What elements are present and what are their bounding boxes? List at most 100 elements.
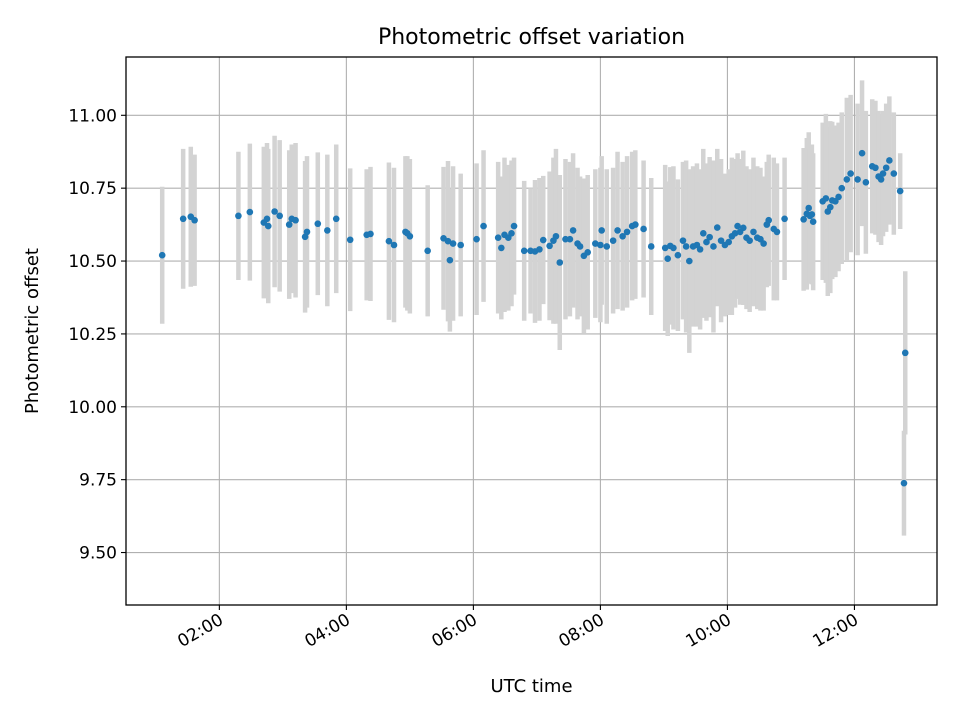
data-point <box>682 243 690 250</box>
data-point <box>508 230 515 237</box>
data-point <box>614 227 621 234</box>
data-point <box>862 179 870 186</box>
data-point <box>822 195 830 202</box>
data-point <box>872 164 879 172</box>
data-point <box>661 244 669 252</box>
data-point <box>900 479 908 487</box>
data-point <box>556 259 564 266</box>
data-point <box>877 176 885 183</box>
data-point <box>809 218 817 225</box>
data-point <box>609 237 617 244</box>
data-point <box>805 204 813 212</box>
data-point <box>750 228 757 236</box>
data-point <box>158 251 166 259</box>
data-point <box>847 170 854 177</box>
data-point <box>843 176 851 183</box>
data-point <box>303 228 311 236</box>
y-tick-label: 9.50 <box>79 544 117 564</box>
data-point <box>664 255 672 263</box>
data-point <box>696 246 704 253</box>
data-point <box>781 215 788 223</box>
data-point <box>301 233 309 241</box>
y-tick-label: 10.50 <box>68 252 117 272</box>
data-point <box>263 215 271 223</box>
data-point <box>235 212 242 220</box>
data-point <box>444 237 452 245</box>
data-point <box>539 236 547 244</box>
data-points <box>158 149 909 487</box>
data-point <box>446 256 454 264</box>
data-point <box>896 187 904 195</box>
data-point <box>713 224 721 231</box>
y-tick-label: 10.00 <box>68 398 117 418</box>
data-point <box>858 149 866 157</box>
data-point <box>679 237 687 244</box>
data-point <box>406 232 414 240</box>
data-point <box>332 215 340 223</box>
data-point <box>699 230 707 237</box>
data-point <box>276 212 283 220</box>
data-point <box>449 240 457 247</box>
data-point <box>800 216 807 223</box>
data-point <box>619 232 626 240</box>
data-point <box>285 221 293 228</box>
data-point <box>566 235 574 243</box>
data-point <box>597 241 604 249</box>
data-point <box>647 243 655 250</box>
data-point <box>536 246 543 253</box>
data-point <box>827 203 834 211</box>
plot-frame <box>125 56 938 606</box>
data-point <box>179 215 187 223</box>
data-point <box>592 240 599 247</box>
data-point <box>191 216 198 224</box>
data-point <box>598 227 605 234</box>
x-axis-label: UTC time <box>490 676 572 697</box>
data-point <box>510 222 518 230</box>
data-point <box>760 240 767 247</box>
data-point <box>520 247 528 255</box>
data-point <box>765 216 773 224</box>
data-point <box>886 157 893 164</box>
data-point <box>854 176 861 183</box>
data-point <box>835 193 842 201</box>
data-point <box>473 235 480 243</box>
data-point <box>271 208 278 215</box>
data-point <box>584 248 592 256</box>
y-tick-label: 10.25 <box>68 325 117 345</box>
data-point <box>808 211 816 218</box>
y-tick-label: 9.75 <box>79 471 117 491</box>
y-tick-label: 11.00 <box>68 106 117 126</box>
data-point <box>640 225 647 233</box>
data-point <box>773 228 781 236</box>
data-point <box>623 228 631 236</box>
data-point <box>882 164 890 172</box>
data-point <box>457 241 464 249</box>
data-point <box>552 232 560 240</box>
data-point <box>576 243 584 250</box>
data-point <box>739 224 747 232</box>
data-point <box>686 257 693 265</box>
y-axis-label: Photometric offset <box>22 248 43 414</box>
y-axis-ticks: 9.50 9.75 10.00 10.25 10.50 10.75 11.00 <box>68 106 126 564</box>
data-point <box>424 247 431 255</box>
data-point <box>706 233 713 241</box>
data-point <box>717 237 725 244</box>
data-point <box>746 237 753 244</box>
data-point <box>264 222 272 230</box>
data-point <box>546 242 553 250</box>
data-point <box>292 216 299 224</box>
data-point <box>603 243 611 250</box>
data-point <box>734 222 741 230</box>
data-point <box>498 244 505 252</box>
data-point <box>314 220 322 228</box>
data-point <box>569 227 577 234</box>
chart-title: Photometric offset variation <box>378 25 685 50</box>
data-point <box>390 241 398 249</box>
data-point <box>346 236 354 244</box>
data-point <box>838 184 846 192</box>
data-point <box>670 244 677 252</box>
data-point <box>710 243 717 250</box>
data-point <box>324 227 331 234</box>
